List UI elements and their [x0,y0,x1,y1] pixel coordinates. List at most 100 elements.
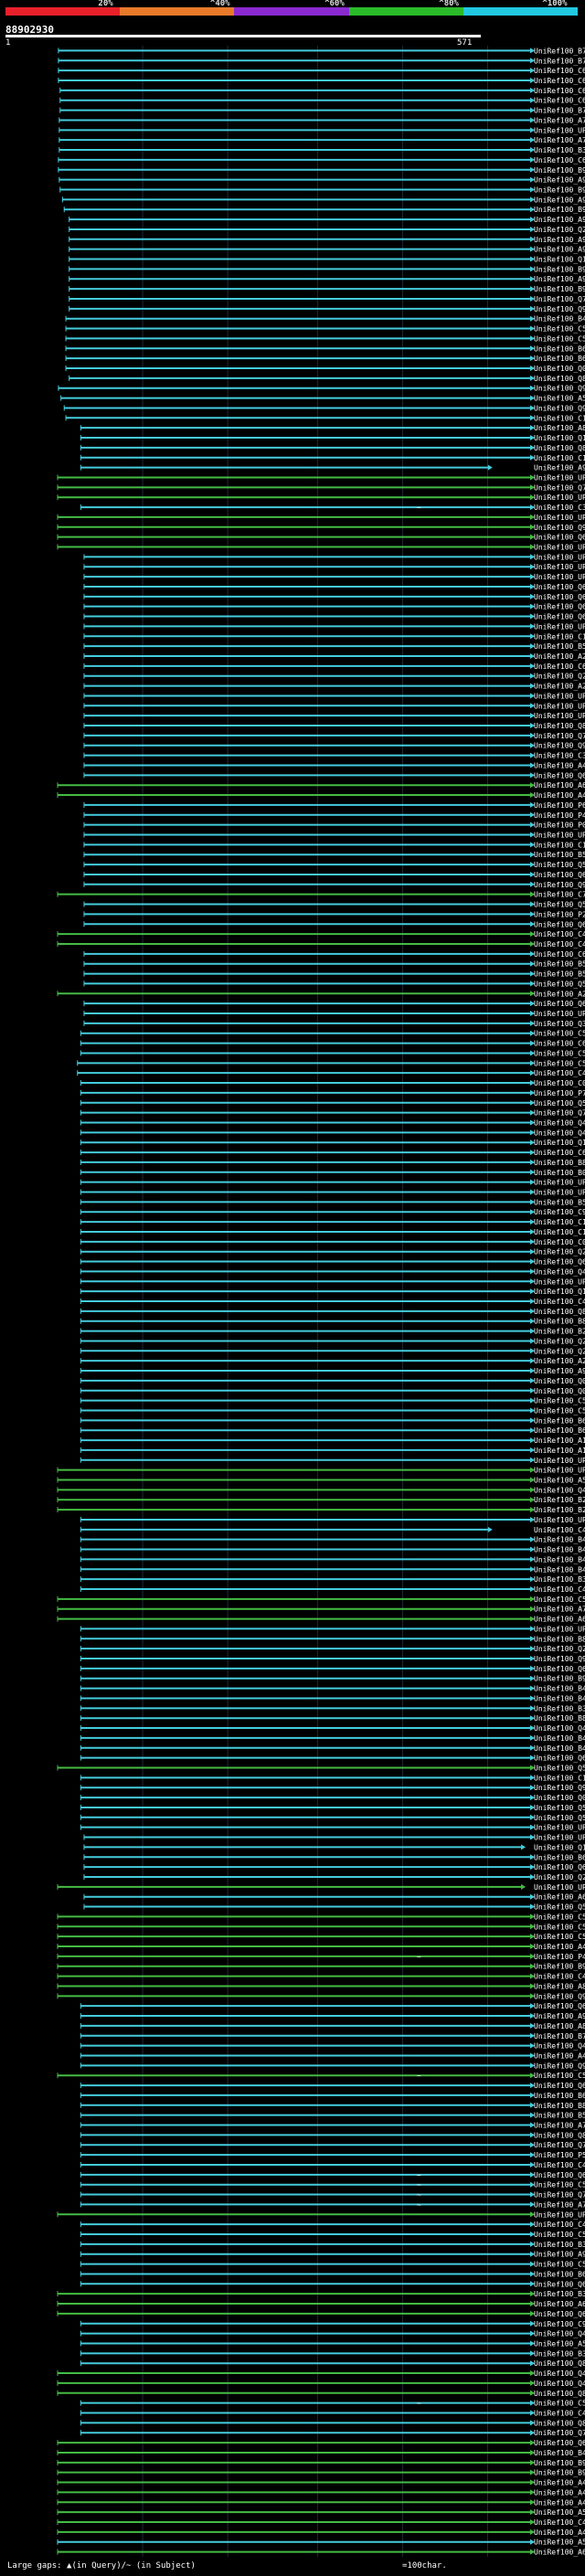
hit-row[interactable]: UniRef100_UP1000... [83,692,585,700]
hit-label[interactable]: UniRef100_Q9NQS8 [534,881,585,889]
hit-label[interactable]: UniRef100_Q1WLZ2 [534,434,585,442]
hit-label[interactable]: UniRef100_C1BKU2 [534,632,585,641]
hit-label[interactable]: UniRef100_Q9S1P7 [534,404,585,412]
hit-label[interactable]: UniRef100_Q6YCM0 [534,1000,585,1008]
hit-row[interactable]: UniRef100_A4RQ00 [57,791,585,800]
hit-label[interactable]: UniRef100_C5XDY8 [534,325,585,334]
hit-label[interactable]: UniRef100_Q6EE58 [534,920,585,928]
hit-row[interactable]: UniRef100_Q9U8T1 [80,2062,585,2070]
hit-row[interactable]: UniRef100_C1MZ23 [65,414,585,422]
hit-label[interactable]: UniRef100_B7FGK3 [534,107,585,115]
hit-row[interactable]: UniRef100_B4KE53 [80,1744,585,1753]
hit-label[interactable]: UniRef100_B7FGM5 [534,57,585,65]
hit-label[interactable]: UniRef100_B3TLR8 [534,146,585,154]
hit-row[interactable]: UniRef100_Q6P1E1 [83,613,585,621]
hit-label[interactable]: UniRef100_UP1000... [534,1467,585,1475]
hit-row[interactable]: UniRef100_C4PC41 [80,1298,585,1306]
hit-row[interactable]: UniRef100_A1D467 [80,1436,585,1445]
hit-label[interactable]: UniRef100_B9IEM3 [534,166,585,175]
hit-label[interactable]: UniRef100_Q2NYY0 [534,1645,585,1653]
hit-row[interactable]: UniRef100_A6RGX8 [57,781,585,790]
hit-row[interactable]: UniRef100_B6Q4W1 [83,1853,585,1861]
hit-row[interactable]: UniRef100_Q1HT1 [69,256,585,264]
hit-row[interactable]: ~ UniRef100_Q7BE11 [80,2191,585,2200]
hit-row[interactable]: UniRef100_Q6YCM0 [83,1000,585,1008]
hit-label[interactable]: UniRef100_B4QRQ7 [534,1546,585,1554]
hit-label[interactable]: UniRef100_Q07TY2 [534,365,585,373]
hit-label[interactable]: UniRef100_Q6BGY4 [534,2439,585,2447]
hit-label[interactable]: UniRef100_UP1000... [534,702,585,710]
hit-row[interactable]: UniRef100_Q72VD9 [57,483,585,492]
hit-row[interactable]: UniRef100_Q0U984 [80,1377,585,1385]
hit-label[interactable]: UniRef100_A9N9P7 [534,2012,585,2020]
hit-row[interactable]: UniRef100_P47835 [83,811,585,820]
hit-row[interactable]: UniRef100_A9PBQ6 [58,176,585,185]
hit-label[interactable]: UniRef100_Q9WU60 [534,1992,585,2000]
hit-row[interactable]: UniRef100_C4JK76 [77,1069,585,1077]
hit-row[interactable]: UniRef100_A5LP59 [80,2339,585,2348]
hit-label[interactable]: UniRef100_P02350 [534,822,585,830]
hit-label[interactable]: UniRef100_P23396 [534,910,585,918]
hit-row[interactable]: UniRef100_Q9ST01 [57,524,585,532]
hit-row[interactable]: UniRef100_B8RJJ4 [80,1635,585,1643]
hit-row[interactable]: UniRef100_B9R4L6 [69,285,585,293]
hit-label[interactable]: UniRef100_Q6DE77 [534,603,585,611]
hit-row[interactable]: UniRef100_C6TG91 [58,67,585,75]
hit-label[interactable]: UniRef100_C5YHF8 [534,334,585,343]
hit-row[interactable]: UniRef100_Q6EV05 [83,771,585,779]
hit-row[interactable]: UniRef100_Q6EE58 [83,920,585,928]
hit-row[interactable]: UniRef100_C5KUC3 [57,1933,585,1941]
hit-label[interactable]: UniRef100_Q72YT3 [534,732,585,740]
hit-label[interactable]: UniRef100_Q75U91 [534,295,585,303]
hit-row[interactable]: UniRef100_B4R103 [80,1694,585,1702]
hit-row[interactable]: UniRef100_C6TB07 [58,156,585,164]
hit-row[interactable]: UniRef100_B7PT10 [80,2032,585,2041]
hit-label[interactable]: UniRef100_B9ETW2 [534,1675,585,1683]
hit-row[interactable]: UniRef100_B3SDT9 [57,2290,585,2298]
hit-row[interactable]: UniRef100_A9NTN5 [69,216,585,224]
hit-row[interactable]: UniRef100_B5X9L6 [80,2112,585,2120]
hit-label[interactable]: UniRef100_C4QKL7 [534,940,585,949]
hit-label[interactable]: UniRef100_A9PHW0 [534,246,585,254]
hit-label[interactable]: UniRef100_A6SBE0 [534,1616,585,1624]
hit-label[interactable]: UniRef100_Q6QZI0 [534,583,585,591]
hit-label[interactable]: UniRef100_B9F5K5 [534,1963,585,1971]
hit-label[interactable]: UniRef100_Q1LBX3 [534,1843,585,1851]
hit-label[interactable]: UniRef100_C4PM61 [534,1526,585,1534]
hit-label[interactable]: UniRef100_C5DTM0 [534,2261,585,2269]
hit-label[interactable]: UniRef100_C4CK13 [534,1585,585,1594]
hit-row[interactable]: UniRef100_B6CXV2 [80,2092,585,2100]
hit-label[interactable]: UniRef100_Q7PUC9 [534,1109,585,1118]
hit-row[interactable]: UniRef100_B3TLR8 [58,146,585,154]
hit-row[interactable]: UniRef100_Q6XI37 [80,2002,585,2010]
hit-row[interactable]: UniRef100_P73891 [80,1089,585,1097]
hit-row[interactable]: UniRef100_Q1GSD5 [80,1288,585,1296]
hit-row[interactable]: UniRef100_Q8X968 [80,2359,585,2368]
hit-label[interactable]: UniRef100_A9NRX1 [534,236,585,244]
hit-label[interactable]: UniRef100_Q2HAE7 [534,1248,585,1256]
hit-row[interactable]: UniRef100_Q4VUD0 [57,2369,585,2378]
hit-row[interactable]: UniRef100_UP1000... [80,1277,585,1286]
hit-label[interactable]: UniRef100_B6CXV2 [534,2092,585,2100]
hit-row[interactable]: UniRef100_C5LXY0 [57,1923,585,1931]
hit-label[interactable]: UniRef100_Q4U0P5 [534,2042,585,2051]
hit-label[interactable]: UniRef100_A4N2B0 [534,2051,585,2060]
hit-label[interactable]: UniRef100_Q5BD71 [534,1903,585,1912]
hit-label[interactable]: UniRef100_UP1000... [534,126,585,134]
hit-row[interactable]: UniRef100_Q6PBG2 [83,593,585,601]
hit-row[interactable]: UniRef100_C3UEL7 [83,752,585,760]
hit-label[interactable]: UniRef100_Q0CTC0 [534,1387,585,1395]
hit-row[interactable]: UniRef100_Q4F6X0 [80,1129,585,1137]
hit-label[interactable]: UniRef100_C4PC41 [534,1298,585,1306]
hit-row[interactable]: UniRef100_Q1LBX3 [83,1843,585,1851]
hit-label[interactable]: UniRef100_B9R4L6 [534,285,585,293]
hit-row[interactable]: UniRef100_Q8X1H1 [83,722,585,730]
hit-label[interactable]: UniRef100_Q6Q2H0 [534,1258,585,1267]
hit-row[interactable]: UniRef100_A2I9S8 [57,990,585,998]
hit-label[interactable]: UniRef100_A4RQ00 [534,791,585,800]
hit-label[interactable]: UniRef100_B0XAL1 [534,1169,585,1177]
hit-row[interactable]: UniRef100_C0NUD0 [80,1079,585,1087]
hit-row[interactable]: UniRef100_B3P7D0 [80,1704,585,1712]
hit-row[interactable]: UniRef100_C4LT02 [57,2518,585,2527]
hit-row[interactable]: UniRef100_A9N9P7 [80,2012,585,2020]
